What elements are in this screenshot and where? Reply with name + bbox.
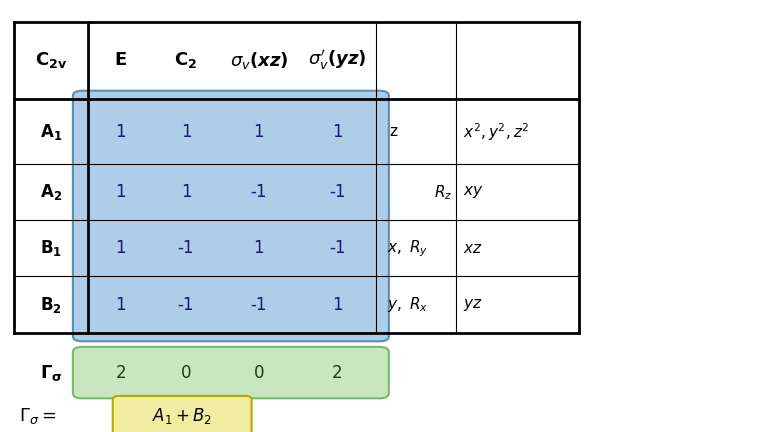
Text: $\mathbf{B_1}$: $\mathbf{B_1}$ xyxy=(40,238,62,258)
Text: $x,\ R_y$: $x,\ R_y$ xyxy=(387,238,429,259)
Text: -1: -1 xyxy=(329,183,346,201)
Text: 0: 0 xyxy=(254,364,264,381)
Text: 2: 2 xyxy=(332,364,343,381)
Text: $\boldsymbol{\sigma_v(xz)}$: $\boldsymbol{\sigma_v(xz)}$ xyxy=(229,50,288,71)
Text: 1: 1 xyxy=(332,123,343,141)
Text: 0: 0 xyxy=(181,364,191,381)
Text: $y,\ R_x$: $y,\ R_x$ xyxy=(387,295,429,314)
Text: 1: 1 xyxy=(254,123,264,141)
Text: $\Gamma_\sigma =$: $\Gamma_\sigma =$ xyxy=(19,406,57,426)
Text: $R_z$: $R_z$ xyxy=(434,183,453,202)
FancyBboxPatch shape xyxy=(73,91,389,341)
Text: -1: -1 xyxy=(178,295,194,314)
Text: $\mathbf{\Gamma_\sigma}$: $\mathbf{\Gamma_\sigma}$ xyxy=(40,362,62,383)
Bar xyxy=(14,22,579,333)
Text: $\mathbf{C_{2v}}$: $\mathbf{C_{2v}}$ xyxy=(35,51,67,70)
Text: $\mathbf{C_2}$: $\mathbf{C_2}$ xyxy=(174,51,198,70)
Text: -1: -1 xyxy=(178,239,194,257)
Text: $\mathbf{E}$: $\mathbf{E}$ xyxy=(114,51,127,70)
Text: $x^2, y^2, z^2$: $x^2, y^2, z^2$ xyxy=(463,121,529,143)
Text: $A_1 + B_2$: $A_1 + B_2$ xyxy=(152,406,212,426)
Text: 1: 1 xyxy=(181,183,191,201)
Text: $\boldsymbol{\sigma_v'(yz)}$: $\boldsymbol{\sigma_v'(yz)}$ xyxy=(308,48,367,73)
Text: $\mathbf{A_1}$: $\mathbf{A_1}$ xyxy=(40,122,62,142)
Text: 1: 1 xyxy=(116,183,126,201)
Text: -1: -1 xyxy=(251,183,267,201)
Text: -1: -1 xyxy=(329,239,346,257)
Text: 1: 1 xyxy=(332,295,343,314)
Text: 1: 1 xyxy=(116,295,126,314)
Text: z: z xyxy=(390,124,397,139)
Text: $\mathbf{B_2}$: $\mathbf{B_2}$ xyxy=(40,295,62,314)
Text: $yz$: $yz$ xyxy=(463,296,482,313)
Text: $xy$: $xy$ xyxy=(463,184,483,200)
Text: 1: 1 xyxy=(116,123,126,141)
FancyBboxPatch shape xyxy=(73,347,389,398)
FancyBboxPatch shape xyxy=(113,396,252,432)
Text: $\mathbf{A_2}$: $\mathbf{A_2}$ xyxy=(40,182,62,202)
Text: 1: 1 xyxy=(254,239,264,257)
Text: 2: 2 xyxy=(116,364,126,381)
Text: -1: -1 xyxy=(251,295,267,314)
Text: 1: 1 xyxy=(181,123,191,141)
Text: $xz$: $xz$ xyxy=(463,241,482,256)
Text: 1: 1 xyxy=(116,239,126,257)
